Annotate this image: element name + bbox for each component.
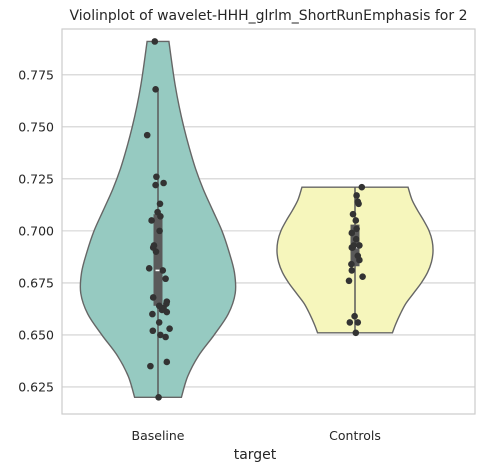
x-axis-label: target [234,447,277,463]
x-tick-label: Controls [329,428,381,443]
data-point [353,225,360,233]
y-tick-label: 0.775 [18,67,54,82]
x-tick-labels: Baseline Controls [132,428,381,443]
data-point [166,325,173,332]
data-point [160,179,167,187]
y-tick-label: 0.650 [18,327,54,342]
data-point [353,192,360,199]
plot-frame [61,28,476,415]
y-tick-label: 0.725 [18,171,54,186]
y-tick-label: 0.625 [18,379,54,394]
data-point [349,210,357,218]
data-point [145,265,153,272]
y-tick-label: 0.675 [18,275,54,290]
data-point [156,227,163,235]
data-point [348,267,356,274]
data-point [155,302,163,310]
data-point [156,200,164,208]
data-point [352,217,360,224]
data-point [163,298,171,305]
data-point [157,331,164,339]
y-tick-label: 0.750 [18,119,54,134]
strip-points [143,38,366,401]
data-point [345,277,353,285]
data-point [152,86,159,93]
chart-title: Violinplot of wavelet-HHH_glrlm_ShortRun… [70,8,468,24]
data-point [149,294,157,301]
data-point [149,327,157,335]
data-point [348,229,356,237]
data-point [151,38,159,45]
data-point [143,131,151,139]
data-point [348,260,355,268]
data-point [356,242,363,249]
data-point [352,329,360,337]
data-point [162,333,169,341]
data-point [354,198,362,206]
data-point [350,242,358,249]
data-point [354,252,362,260]
data-point [152,181,159,189]
data-point [154,208,161,216]
data-point [351,312,358,320]
data-point [155,394,162,401]
data-point [159,267,167,274]
x-tick-label: Baseline [132,428,185,443]
data-point [153,173,160,181]
data-point [346,319,354,326]
data-point [352,235,360,243]
y-tick-labels: 0.625 0.650 0.675 0.700 0.725 0.750 0.775 [18,67,54,394]
data-point [149,310,156,318]
data-point [162,275,169,283]
data-point [148,217,155,224]
iqr-box-baseline [153,214,163,306]
y-tick-label: 0.700 [18,223,54,238]
data-point [359,273,366,280]
data-point [354,319,362,326]
data-point [358,183,366,191]
data-point [147,362,154,370]
data-point [155,319,163,326]
violins [79,40,434,399]
data-point [150,242,158,249]
data-point [163,358,171,366]
